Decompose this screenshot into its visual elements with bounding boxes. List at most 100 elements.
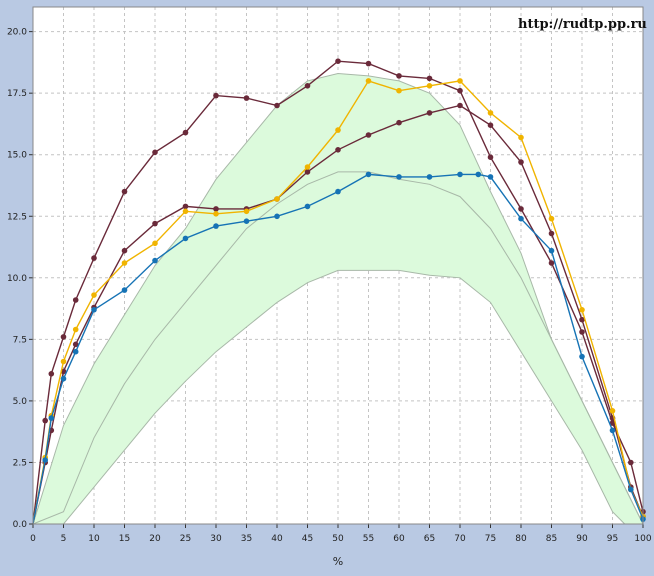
data-point bbox=[396, 119, 402, 126]
data-point bbox=[335, 188, 341, 195]
band-middle-line bbox=[32, 171, 644, 525]
data-point bbox=[518, 134, 524, 141]
data-point bbox=[365, 78, 372, 84]
data-point bbox=[243, 218, 250, 224]
data-point bbox=[121, 188, 128, 195]
data-point bbox=[182, 235, 189, 242]
x-tick-label: 45 bbox=[302, 534, 313, 544]
data-point bbox=[152, 240, 158, 247]
x-tick-label: 70 bbox=[454, 534, 466, 544]
data-point bbox=[487, 154, 494, 160]
data-point bbox=[628, 459, 634, 466]
data-point bbox=[518, 159, 524, 165]
y-tick-label: 20.0 bbox=[7, 28, 27, 38]
data-point bbox=[213, 223, 219, 229]
data-point bbox=[548, 230, 555, 237]
y-tick-label: 7.5 bbox=[13, 335, 27, 345]
data-point bbox=[457, 171, 463, 178]
x-tick-label: 10 bbox=[88, 534, 100, 544]
x-axis-label: % bbox=[333, 555, 343, 568]
band-lower-line bbox=[33, 269, 626, 525]
data-point bbox=[213, 206, 219, 212]
x-tick-label: 100 bbox=[634, 534, 651, 544]
data-point bbox=[60, 334, 67, 340]
data-point bbox=[304, 164, 311, 170]
data-point bbox=[548, 260, 555, 266]
watermark-text: http://rudtp.pp.ru bbox=[518, 17, 647, 32]
x-tick-label: 60 bbox=[393, 534, 405, 544]
series-1 bbox=[32, 58, 646, 525]
data-point bbox=[487, 110, 494, 116]
data-point bbox=[609, 408, 616, 414]
data-point bbox=[579, 307, 585, 313]
data-point bbox=[182, 208, 189, 215]
data-point bbox=[42, 457, 48, 463]
y-tick-label: 10.0 bbox=[7, 274, 27, 284]
x-tick-label: 80 bbox=[515, 534, 527, 544]
data-point bbox=[426, 83, 433, 89]
data-point bbox=[152, 257, 158, 264]
data-point bbox=[609, 427, 616, 434]
data-point bbox=[121, 287, 128, 293]
x-tick-label: 50 bbox=[332, 534, 344, 544]
data-point bbox=[152, 220, 158, 227]
data-point bbox=[335, 127, 341, 133]
data-point bbox=[579, 329, 585, 335]
data-point bbox=[243, 208, 250, 215]
data-point bbox=[457, 102, 463, 109]
x-tick-label: 85 bbox=[546, 534, 557, 544]
x-tick-label: 90 bbox=[576, 534, 588, 544]
data-point bbox=[182, 129, 189, 136]
data-point bbox=[274, 213, 280, 220]
data-point bbox=[396, 73, 402, 79]
band-upper-line bbox=[32, 72, 644, 525]
x-tick-label: 0 bbox=[30, 534, 36, 544]
data-point bbox=[518, 215, 524, 222]
data-point bbox=[426, 75, 433, 82]
data-point bbox=[518, 206, 524, 212]
data-point bbox=[304, 169, 311, 175]
x-tick-label: 55 bbox=[363, 534, 374, 544]
data-point bbox=[457, 78, 463, 84]
data-point bbox=[48, 371, 55, 377]
data-point bbox=[213, 211, 219, 217]
x-tick-label: 35 bbox=[241, 534, 252, 544]
data-point bbox=[304, 83, 311, 89]
series-lines bbox=[32, 58, 646, 525]
data-point bbox=[396, 174, 402, 180]
data-point bbox=[457, 87, 463, 94]
data-point bbox=[121, 247, 128, 254]
y-tick-label: 12.5 bbox=[7, 212, 27, 222]
data-point bbox=[548, 215, 555, 222]
data-point bbox=[48, 415, 55, 421]
data-point bbox=[396, 87, 402, 94]
data-point bbox=[60, 375, 67, 382]
x-tick-label: 65 bbox=[424, 534, 435, 544]
y-tick-label: 2.5 bbox=[13, 458, 27, 468]
x-tick-label: 5 bbox=[61, 534, 67, 544]
series-3 bbox=[32, 78, 646, 525]
data-point bbox=[182, 203, 189, 210]
data-point bbox=[72, 297, 79, 303]
data-point bbox=[274, 196, 280, 202]
x-tick-label: 75 bbox=[485, 534, 496, 544]
series-line bbox=[32, 173, 644, 525]
data-point bbox=[579, 316, 585, 323]
data-point bbox=[487, 122, 494, 128]
data-point bbox=[335, 147, 341, 153]
data-point bbox=[628, 486, 634, 493]
data-point bbox=[213, 92, 219, 99]
data-point bbox=[243, 95, 250, 101]
data-point bbox=[548, 247, 555, 254]
range-band bbox=[32, 72, 644, 525]
data-point bbox=[60, 358, 67, 365]
y-tick-label: 15.0 bbox=[7, 151, 27, 161]
data-point bbox=[475, 171, 482, 178]
y-tick-label: 5.0 bbox=[13, 397, 28, 407]
axes: 0 5 10 15 20 25 30 35 40 45 50 55 60 65 70 75 80 85 90 95 10… bbox=[7, 6, 652, 544]
data-point bbox=[426, 174, 433, 180]
data-point bbox=[365, 132, 372, 138]
x-tick-label: 95 bbox=[607, 534, 618, 544]
